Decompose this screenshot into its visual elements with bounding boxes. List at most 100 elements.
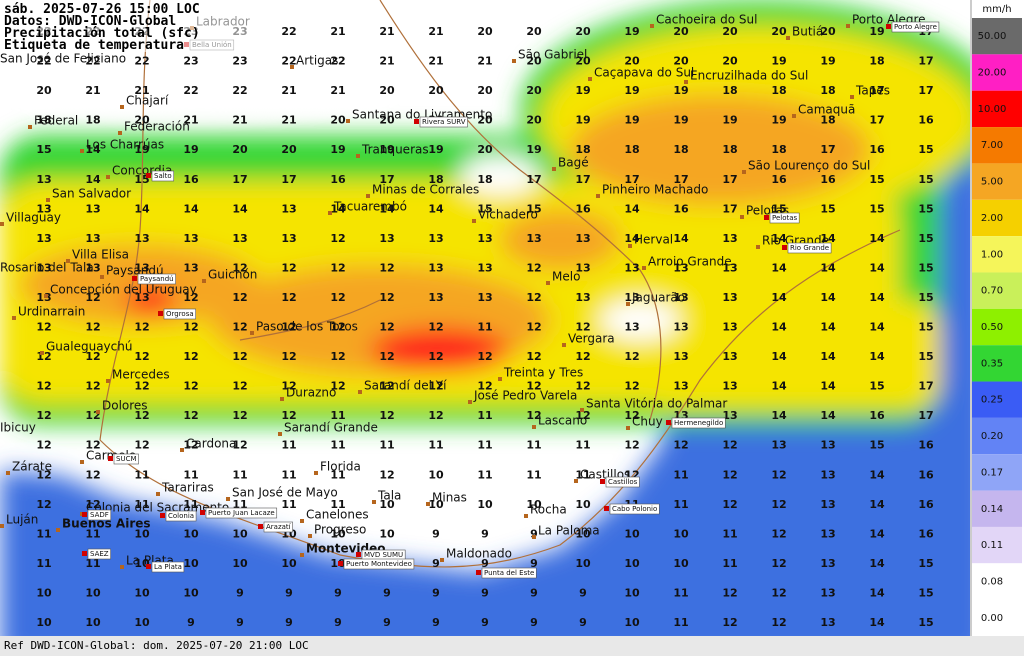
grid-value: 15 (869, 173, 884, 186)
station-box (419, 116, 468, 128)
grid-value: 18 (673, 143, 688, 156)
grid-value: 11 (673, 616, 688, 629)
place-marker (574, 479, 578, 483)
legend-label: 0.20 (981, 431, 1003, 442)
grid-value: 13 (232, 232, 247, 245)
grid-value: 14 (869, 498, 885, 511)
grid-value: 10 (232, 557, 248, 570)
grid-value: 9 (530, 586, 538, 599)
grid-value: 13 (820, 527, 835, 540)
legend-swatch (972, 526, 1022, 564)
place-label: Paso de los Toros (256, 320, 358, 334)
grid-value: 10 (379, 527, 395, 540)
place-marker (532, 535, 536, 539)
grid-value: 21 (428, 25, 443, 38)
station-marker (200, 510, 205, 515)
grid-value: 15 (820, 202, 835, 215)
legend-swatch (972, 563, 1022, 600)
grid-value: 15 (918, 321, 933, 334)
grid-value: 12 (624, 409, 639, 422)
grid-value: 11 (183, 468, 198, 481)
grid-value: 12 (771, 498, 786, 511)
grid-value: 12 (281, 380, 296, 393)
grid-value: 12 (134, 380, 149, 393)
grid-value: 12 (134, 439, 149, 452)
place-label: Chajarí (126, 94, 169, 108)
grid-value: 19 (575, 84, 590, 97)
station-label: Castillos (608, 478, 638, 486)
place-marker (756, 245, 760, 249)
legend-swatch (972, 599, 1022, 636)
grid-value: 13 (722, 380, 737, 393)
grid-value: 13 (85, 261, 100, 274)
place-label: San Salvador (52, 187, 131, 201)
grid-value: 12 (330, 321, 345, 334)
place-marker (6, 471, 10, 475)
grid-value: 12 (771, 557, 786, 570)
grid-value: 18 (85, 114, 100, 127)
grid-value: 12 (36, 321, 51, 334)
place-marker (202, 279, 206, 283)
grid-value: 14 (330, 202, 346, 215)
grid-value: 14 (379, 202, 395, 215)
grid-value: 12 (36, 409, 51, 422)
grid-value: 13 (36, 173, 51, 186)
grid-value: 12 (85, 468, 100, 481)
place-label: São Gabriel (518, 48, 587, 62)
place-marker (156, 492, 160, 496)
grid-value: 12 (771, 468, 786, 481)
station-marker (782, 245, 787, 250)
grid-value: 11 (477, 321, 492, 334)
grid-value: 10 (477, 498, 493, 511)
place-label: Mercedes (112, 368, 170, 382)
station-label: Porto Alegre (894, 23, 937, 31)
header-label-note: Etiqueta de temperatura (4, 38, 184, 53)
header-variable: Precipitación total (sfc) (4, 26, 200, 41)
grid-value: 15 (918, 557, 933, 570)
station-box (151, 561, 185, 573)
grid-value: 11 (575, 439, 590, 452)
grid-value: 12 (575, 321, 590, 334)
grid-value: 10 (624, 527, 640, 540)
grid-value: 18 (477, 173, 492, 186)
place-label: Tacuarembó (333, 200, 407, 214)
place-label: San José de Feliciano (0, 52, 126, 66)
grid-value: 21 (183, 114, 198, 127)
precip-field (0, 0, 970, 636)
place-marker (66, 259, 70, 263)
grid-value: 16 (771, 173, 787, 186)
grid-value: 9 (530, 527, 538, 540)
place-marker (626, 302, 630, 306)
grid-value: 11 (330, 468, 345, 481)
grid-value: 17 (918, 380, 933, 393)
legend-swatch (972, 199, 1022, 237)
place-marker (106, 379, 110, 383)
grid-value: 12 (428, 350, 443, 363)
grid-value: 19 (869, 25, 884, 38)
place-marker (300, 519, 304, 523)
grid-value: 19 (673, 84, 688, 97)
grid-value: 14 (869, 468, 885, 481)
grid-value: 19 (428, 143, 443, 156)
grid-value: 10 (428, 498, 444, 511)
grid-value: 13 (673, 380, 688, 393)
legend-label: 0.11 (981, 540, 1003, 551)
place-label: Federal (34, 114, 78, 128)
station-label: Puerto Montevideo (346, 560, 412, 568)
grid-value: 16 (918, 498, 934, 511)
legend-swatch (972, 90, 1022, 128)
legend-swatch (972, 18, 1022, 55)
grid-value: 13 (477, 261, 492, 274)
grid-value: 16 (820, 173, 836, 186)
place-marker (512, 59, 516, 63)
grid-value: 21 (281, 114, 296, 127)
station-marker (108, 456, 113, 461)
grid-value: 17 (673, 173, 688, 186)
grid-value: 17 (869, 114, 884, 127)
station-marker (82, 551, 87, 556)
grid-value: 12 (379, 261, 394, 274)
value-grid: 22 22 22 23 23 22 21 21 21 20 20 20 19 20 20 20 20 19 17 22… (36, 25, 934, 629)
place-label: Durazno (286, 386, 336, 400)
grid-value: 10 (281, 557, 297, 570)
grid-value: 13 (85, 202, 100, 215)
